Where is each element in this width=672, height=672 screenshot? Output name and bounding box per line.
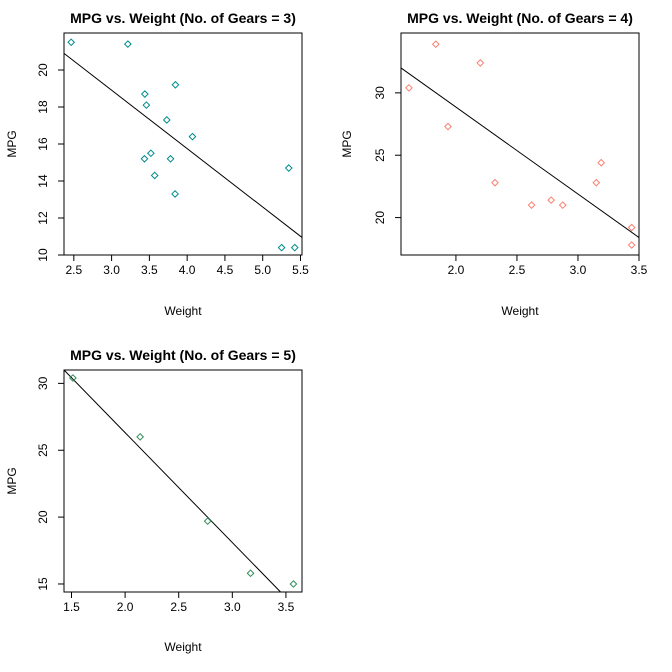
x-tick-label: 2.0	[448, 263, 465, 277]
data-point	[162, 116, 171, 124]
regression-line	[63, 52, 303, 238]
y-tick-label: 30	[373, 86, 387, 100]
x-tick-label: 2.5	[170, 600, 187, 614]
data-point	[491, 178, 499, 187]
data-point	[171, 190, 179, 198]
x-tick-label: 5.5	[292, 263, 309, 277]
x-tick-label: 4.5	[217, 263, 234, 277]
chart-title: MPG vs. Weight (No. of Gears = 5)	[70, 347, 296, 363]
y-tick-label: 20	[36, 63, 50, 77]
regression-line	[400, 67, 640, 238]
y-tick-label: 20	[36, 510, 50, 524]
x-tick-label: 4.0	[179, 263, 196, 277]
plot-frame	[400, 32, 640, 256]
y-axis-label: MPG	[5, 467, 19, 494]
y-tick-label: 20	[373, 211, 387, 225]
y-tick-label: 12	[36, 211, 50, 225]
chart-panel-3: MPG vs. Weight (No. of Gears = 5) 1.5 2.0 2…	[5, 347, 303, 654]
data-point	[277, 243, 286, 252]
data-point	[136, 432, 145, 441]
data-point	[444, 122, 452, 131]
chart-panel-1: MPG vs. Weight (No. of Gears = 3) 2.5 3.0 3…	[5, 10, 309, 318]
plot-frame	[63, 369, 303, 593]
data-point	[123, 40, 132, 49]
data-point	[627, 223, 636, 232]
data-point	[140, 154, 149, 163]
data-point	[203, 517, 212, 526]
regression-line	[63, 369, 281, 593]
x-axis-label: Weight	[164, 304, 202, 318]
y-tick-label: 30	[36, 376, 50, 390]
x-tick-label: 3.0	[103, 263, 120, 277]
x-axis-label: Weight	[501, 304, 539, 318]
x-tick-label: 3.5	[141, 263, 158, 277]
chart-title: MPG vs. Weight (No. of Gears = 4)	[407, 10, 633, 26]
y-tick-label: 16	[36, 137, 50, 151]
data-point	[188, 132, 197, 141]
x-tick-label: 3.5	[631, 263, 648, 277]
data-point	[558, 201, 567, 210]
y-tick-label: 25	[36, 443, 50, 457]
x-tick-label: 3.0	[224, 600, 241, 614]
data-point	[171, 80, 180, 89]
data-point	[405, 83, 413, 92]
x-tick-label: 2.0	[117, 600, 134, 614]
plot-frame	[63, 32, 303, 256]
data-point	[67, 38, 76, 47]
data-point	[431, 40, 440, 49]
x-tick-label: 2.5	[509, 263, 526, 277]
data-point	[527, 201, 536, 210]
data-point	[284, 164, 293, 172]
data-point	[166, 154, 175, 163]
y-axis-label: MPG	[5, 130, 19, 157]
data-point	[290, 243, 299, 252]
x-tick-label: 2.5	[65, 263, 82, 277]
chart-title: MPG vs. Weight (No. of Gears = 3)	[70, 10, 296, 26]
x-tick-label: 1.5	[63, 600, 80, 614]
data-point	[150, 171, 159, 180]
data-point	[246, 569, 255, 578]
y-tick-label: 25	[373, 148, 387, 162]
data-point	[476, 59, 485, 67]
data-point	[146, 149, 155, 158]
data-point	[592, 178, 601, 187]
x-tick-label: 3.5	[278, 600, 295, 614]
data-point	[547, 196, 556, 205]
y-axis-label: MPG	[340, 130, 354, 157]
data-point	[627, 241, 636, 249]
data-point	[140, 90, 149, 98]
data-point	[597, 158, 606, 167]
x-tick-label: 5.0	[254, 263, 271, 277]
y-tick-label: 10	[36, 248, 50, 262]
data-point	[68, 374, 77, 382]
x-axis-label: Weight	[164, 640, 202, 654]
y-tick-label: 18	[36, 100, 50, 114]
y-tick-label: 15	[36, 577, 50, 591]
y-tick-label: 14	[36, 174, 50, 188]
data-point	[142, 101, 151, 110]
x-tick-label: 3.0	[570, 263, 587, 277]
data-point	[289, 580, 298, 588]
chart-panel-2: MPG vs. Weight (No. of Gears = 4) 2.0 2.5 3…	[340, 10, 648, 318]
